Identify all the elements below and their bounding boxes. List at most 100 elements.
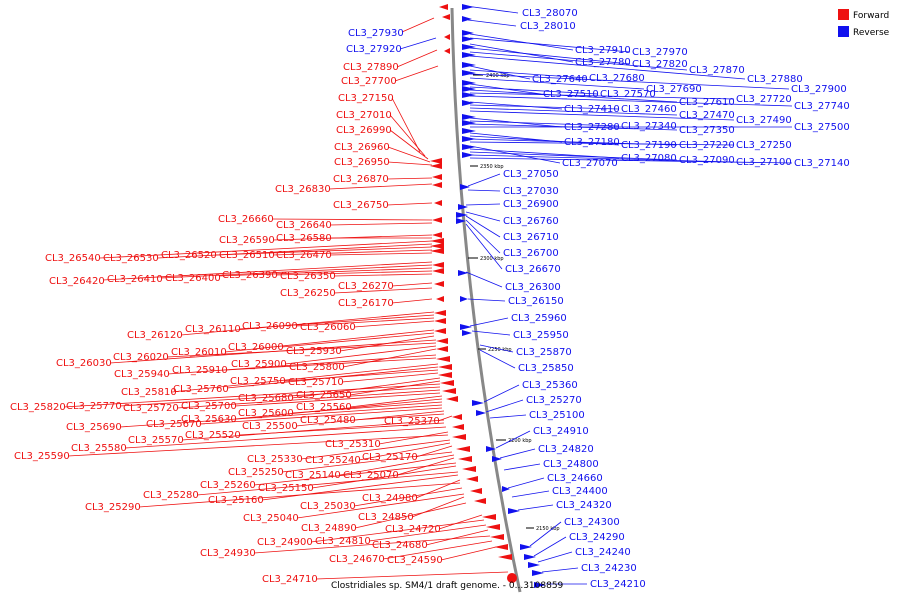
reverse-gene-label: CL3_25960 bbox=[511, 313, 567, 324]
leader-line bbox=[181, 419, 445, 441]
leader-line bbox=[295, 317, 435, 327]
forward-arrow bbox=[452, 424, 464, 430]
forward-gene-label: CL3_25290 bbox=[85, 502, 141, 513]
forward-gene-label: CL3_24810 bbox=[315, 536, 371, 547]
reverse-arrow bbox=[462, 30, 474, 36]
reverse-arrow bbox=[460, 296, 468, 302]
reverse-gene-label: CL3_27570 bbox=[600, 89, 656, 100]
forward-arrow bbox=[482, 514, 496, 520]
reverse-gene-label: CL3_27140 bbox=[794, 158, 850, 169]
leader-line bbox=[485, 399, 524, 413]
reverse-arrow bbox=[460, 324, 472, 330]
reverse-gene-label: CL3_27510 bbox=[543, 89, 599, 100]
reverse-gene-label: CL3_24820 bbox=[538, 444, 594, 455]
forward-arrow bbox=[438, 372, 452, 378]
leader-line bbox=[467, 298, 506, 302]
leader-line bbox=[469, 145, 561, 164]
forward-gene-label: CL3_25600 bbox=[238, 408, 294, 419]
forward-gene-label: CL3_25570 bbox=[128, 435, 184, 446]
forward-gene-label: CL3_25030 bbox=[300, 501, 356, 512]
forward-gene-label: CL3_26060 bbox=[300, 322, 356, 333]
leader-line bbox=[63, 383, 441, 408]
reverse-arrow bbox=[462, 52, 476, 58]
leader-line bbox=[295, 410, 445, 427]
forward-gene-label: CL3_24980 bbox=[362, 493, 418, 504]
leader-line bbox=[300, 439, 451, 460]
forward-arrow bbox=[442, 388, 456, 394]
forward-gene-label: CL3_25710 bbox=[288, 377, 344, 388]
reverse-arrow bbox=[502, 486, 510, 492]
reverse-gene-label: CL3_27740 bbox=[794, 101, 850, 112]
forward-gene-label: CL3_26120 bbox=[127, 330, 183, 341]
forward-arrow bbox=[436, 296, 444, 302]
forward-gene-label: CL3_24590 bbox=[387, 555, 443, 566]
leader-line bbox=[469, 47, 631, 65]
leader-line bbox=[465, 271, 503, 288]
reverse-arrow bbox=[456, 218, 466, 224]
forward-gene-label: CL3_26990 bbox=[336, 125, 392, 136]
reverse-gene-label: CL3_27070 bbox=[562, 158, 618, 169]
reverse-gene-label: CL3_24800 bbox=[543, 459, 599, 470]
reverse-gene-label: CL3_27470 bbox=[679, 110, 735, 121]
reverse-genes: CL3_28070 CL3_28010 CL3_27910 CL3_27970 … bbox=[456, 4, 850, 590]
leader-line bbox=[119, 404, 443, 428]
reverse-arrow bbox=[492, 456, 502, 462]
forward-gene-label: CL3_25370 bbox=[384, 416, 440, 427]
forward-gene-label: CL3_26660 bbox=[218, 214, 274, 225]
leader-line bbox=[225, 357, 437, 371]
forward-arrow bbox=[462, 466, 476, 472]
leader-line bbox=[171, 363, 439, 393]
reverse-gene-label: CL3_24300 bbox=[564, 517, 620, 528]
reverse-gene-label: CL3_27870 bbox=[689, 65, 745, 76]
forward-gene-label: CL3_25900 bbox=[231, 359, 287, 370]
reverse-arrow bbox=[462, 100, 474, 106]
leader-line bbox=[495, 430, 531, 449]
forward-gene-label: CL3_26420 bbox=[49, 276, 105, 287]
reverse-arrow bbox=[456, 212, 468, 218]
leader-line bbox=[253, 462, 457, 486]
leader-line bbox=[499, 448, 536, 459]
forward-gene-label: CL3_25170 bbox=[362, 452, 418, 463]
forward-gene-label: CL3_25480 bbox=[300, 415, 356, 426]
forward-arrow bbox=[432, 182, 442, 188]
forward-arrow bbox=[452, 434, 466, 440]
forward-arrow bbox=[432, 268, 444, 274]
forward-gene-label: CL3_27150 bbox=[338, 93, 394, 104]
forward-arrow bbox=[452, 414, 462, 420]
axis-tick-label: 2300 kbp bbox=[480, 256, 504, 262]
reverse-arrow bbox=[508, 508, 520, 514]
leader-line bbox=[483, 384, 520, 403]
forward-arrow bbox=[434, 318, 446, 324]
leader-line bbox=[224, 329, 435, 353]
leader-line bbox=[389, 129, 429, 160]
forward-arrow bbox=[436, 338, 448, 344]
leader-line bbox=[440, 546, 497, 561]
forward-gene-label: CL3_26170 bbox=[338, 298, 394, 309]
leader-line bbox=[479, 344, 514, 353]
forward-arrow bbox=[470, 488, 482, 494]
forward-arrow bbox=[486, 524, 500, 530]
leader-line bbox=[180, 311, 435, 336]
leader-line bbox=[368, 524, 487, 542]
leader-line bbox=[469, 92, 735, 100]
leader-line bbox=[386, 177, 433, 180]
forward-arrow bbox=[446, 396, 458, 402]
leader-line bbox=[253, 535, 491, 554]
leader-line bbox=[469, 86, 599, 95]
leader-line bbox=[469, 120, 620, 127]
forward-arrow bbox=[434, 310, 446, 316]
leader-line bbox=[425, 529, 489, 546]
leader-line bbox=[465, 5, 519, 14]
reverse-gene-label: CL3_24910 bbox=[533, 426, 589, 437]
leader-line bbox=[329, 222, 433, 226]
forward-gene-label: CL3_25930 bbox=[286, 346, 342, 357]
leader-line bbox=[353, 413, 445, 421]
reverse-gene-label: CL3_25270 bbox=[526, 395, 582, 406]
leader-line bbox=[296, 493, 465, 519]
leader-line bbox=[329, 252, 433, 256]
genome-caption: Clostridiales sp. SM4/1 draft genome. - … bbox=[331, 581, 564, 591]
forward-gene-label: CL3_24710 bbox=[262, 574, 318, 585]
reverse-arrow bbox=[462, 16, 472, 22]
leader-line bbox=[394, 65, 439, 82]
leader-line bbox=[333, 287, 433, 294]
